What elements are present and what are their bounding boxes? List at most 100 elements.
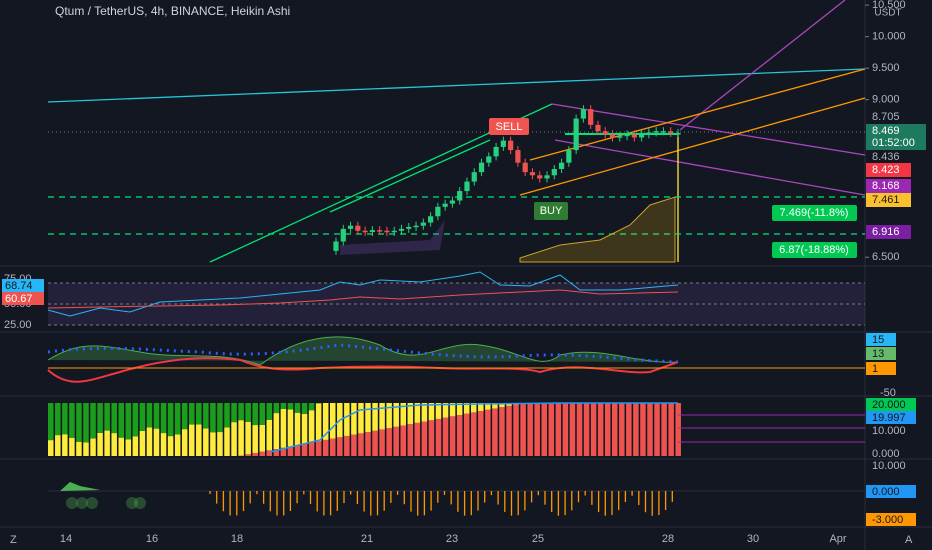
stack-seg — [619, 403, 625, 456]
stack-seg — [576, 403, 583, 456]
shade-area — [340, 220, 445, 255]
price-label: 8.436 — [872, 151, 900, 163]
time-tick-label: 21 — [361, 533, 373, 545]
stack-seg — [245, 421, 251, 455]
candle-body — [464, 181, 470, 192]
candle-body — [420, 222, 426, 226]
candle-body — [660, 131, 667, 133]
stack-seg — [259, 403, 265, 425]
candle-body — [551, 168, 557, 176]
stack-seg — [62, 434, 68, 456]
osc-box — [866, 333, 896, 346]
stack-seg — [76, 403, 82, 442]
stack-seg — [266, 450, 273, 456]
candle-body — [609, 134, 616, 138]
candle-body — [624, 134, 630, 137]
candle-body — [391, 230, 397, 233]
stack-seg — [76, 441, 82, 456]
stack-seg — [196, 424, 202, 456]
stack-seg — [90, 403, 96, 439]
stack-seg — [463, 403, 470, 414]
candle-body — [457, 191, 463, 201]
stack-seg — [541, 403, 547, 456]
currency: USDT — [874, 8, 901, 19]
stack-seg — [273, 403, 280, 414]
candle-body — [595, 124, 601, 132]
stack-seg — [252, 403, 258, 426]
stack-seg — [146, 427, 153, 456]
candle-body — [653, 131, 659, 133]
stack-seg — [379, 403, 385, 430]
stack-seg — [104, 430, 110, 456]
price-box — [866, 163, 911, 177]
stack-seg — [478, 403, 484, 412]
stack-seg — [153, 403, 160, 429]
stack-seg — [315, 441, 322, 456]
stack-seg — [492, 408, 498, 456]
stack-line — [269, 402, 678, 453]
stack-seg — [520, 403, 526, 456]
candle-body — [675, 133, 681, 135]
candle-body — [508, 140, 514, 151]
stack-seg — [442, 403, 449, 418]
stack-seg — [555, 403, 562, 456]
stack-seg — [224, 403, 230, 428]
time-tick-label: 30 — [747, 533, 759, 545]
candles — [333, 105, 681, 255]
candle-body — [522, 162, 528, 173]
hist-bars — [209, 491, 673, 516]
stack-seg — [181, 403, 188, 430]
rsi-value: 60.67 — [5, 293, 33, 305]
price-tick-label: 9.500 — [872, 62, 900, 74]
stack-seg — [203, 403, 209, 429]
stack-seg — [301, 403, 308, 414]
stack-seg — [55, 403, 61, 436]
candle-body — [333, 241, 339, 251]
candle-body — [566, 150, 572, 163]
stack-seg — [492, 403, 498, 409]
candle-body — [602, 131, 608, 135]
hist-box — [866, 513, 916, 526]
price-label: 8.168 — [872, 180, 900, 192]
candle-body — [435, 206, 441, 217]
stack-seg — [315, 403, 322, 442]
osc-label: 1 — [872, 363, 878, 375]
stack-seg — [435, 403, 442, 419]
stack-seg — [203, 428, 209, 456]
stack-seg — [245, 403, 251, 422]
stack-seg — [245, 454, 251, 456]
stack-seg — [400, 403, 406, 426]
stack-seg — [280, 408, 287, 448]
stack-seg — [174, 403, 181, 435]
stack-seg — [407, 403, 414, 425]
stack-seg — [189, 424, 195, 456]
stack-seg — [259, 451, 265, 456]
price-box — [866, 179, 911, 193]
stack-seg — [478, 411, 484, 456]
candle-body — [384, 230, 390, 233]
target2-label: 6.87(-18.88%) — [779, 244, 849, 256]
stack-seg — [111, 403, 117, 434]
candle-body — [398, 228, 405, 231]
rsi-level: 25.00 — [4, 319, 32, 331]
corner-right[interactable]: A — [905, 534, 913, 546]
stack-seg — [400, 425, 406, 456]
stack-seg — [513, 404, 519, 456]
stack-seg — [153, 428, 160, 456]
candle-body — [537, 175, 543, 179]
stack-seg — [48, 440, 54, 456]
stack-seg — [217, 432, 223, 456]
candle-body — [406, 226, 412, 229]
hist-label: 0.000 — [872, 486, 900, 498]
stack-seg — [604, 403, 611, 456]
candle-body — [617, 136, 623, 138]
stack-seg — [294, 445, 301, 456]
stack-seg — [266, 419, 273, 451]
candle-body — [529, 172, 536, 176]
stack-seg — [287, 409, 294, 447]
corner-left[interactable]: Z — [10, 534, 17, 546]
stack-label: 20.000 — [872, 399, 906, 411]
candle-body — [580, 109, 587, 119]
stack-seg — [139, 430, 146, 456]
candle-body — [486, 156, 492, 163]
